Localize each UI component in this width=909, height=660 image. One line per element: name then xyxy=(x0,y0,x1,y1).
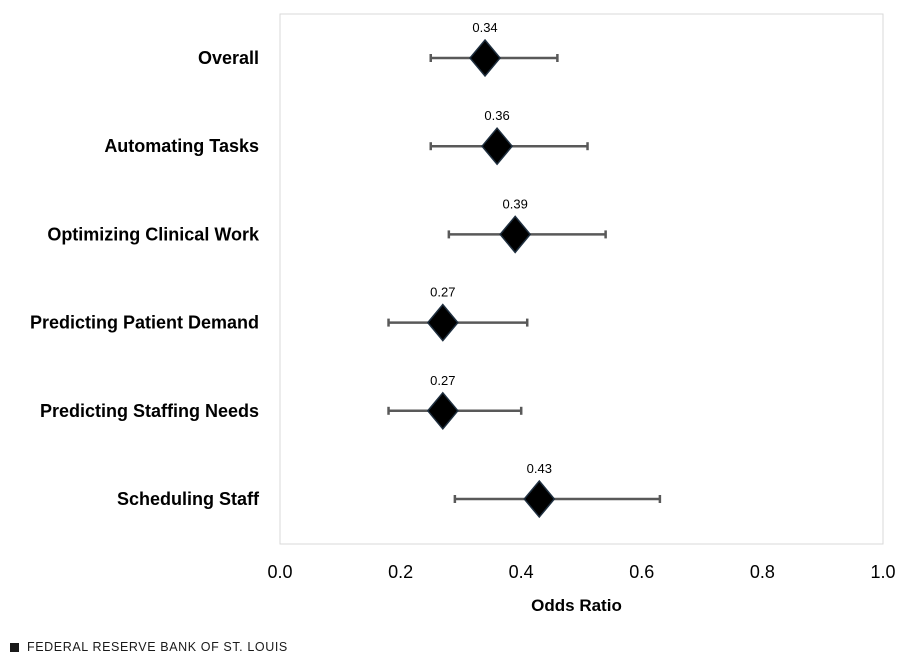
x-tick-labels: 0.0 0.2 0.4 0.6 0.8 1.0 xyxy=(267,562,895,582)
x-tick-label: 0.8 xyxy=(750,562,775,582)
data-label: 0.27 xyxy=(430,373,455,388)
footer: FEDERAL RESERVE BANK OF ST. LOUIS xyxy=(10,640,288,654)
diamond-marker xyxy=(499,215,532,254)
x-tick-label: 0.4 xyxy=(509,562,534,582)
x-tick-label: 0.6 xyxy=(629,562,654,582)
category-labels: Overall Automating Tasks Optimizing Clinic… xyxy=(30,48,260,509)
square-icon xyxy=(10,642,19,652)
diamond-marker xyxy=(523,479,556,519)
data-label: 0.36 xyxy=(484,108,509,123)
data-label: 0.43 xyxy=(527,461,552,476)
category-label: Optimizing Clinical Work xyxy=(47,224,260,244)
x-tick-label: 0.0 xyxy=(267,562,292,582)
data-label: 0.39 xyxy=(503,196,528,211)
odds-ratio-chart: Overall Automating Tasks Optimizing Clinic… xyxy=(30,13,896,615)
category-label: Predicting Patient Demand xyxy=(30,313,259,333)
diamond-marker xyxy=(469,38,501,78)
category-label: Automating Tasks xyxy=(104,136,259,156)
plot-area xyxy=(279,13,884,545)
x-tick-label: 0.2 xyxy=(388,562,413,582)
data-label: 0.27 xyxy=(430,285,455,300)
x-tick-label: 1.0 xyxy=(870,562,895,582)
x-axis-title: Odds Ratio xyxy=(531,596,622,615)
category-label: Scheduling Staff xyxy=(117,489,260,509)
diamond-marker xyxy=(481,127,514,166)
category-label: Overall xyxy=(198,48,259,68)
diamond-marker xyxy=(426,303,459,342)
source-text: FEDERAL RESERVE BANK OF ST. LOUIS xyxy=(27,640,288,654)
data-label: 0.34 xyxy=(472,20,497,35)
category-label: Predicting Staffing Needs xyxy=(40,401,259,421)
diamond-marker xyxy=(426,391,459,430)
data-marks: 0.34 0.36 0.39 0.27 0.27 0.43 xyxy=(387,20,662,519)
